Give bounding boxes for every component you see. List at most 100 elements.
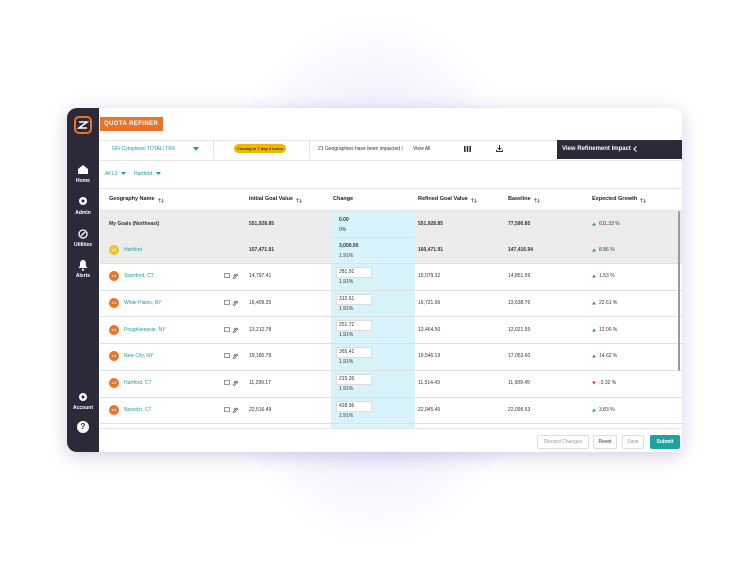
row-actions[interactable] [224, 326, 242, 333]
row-divider [100, 369, 682, 371]
footer-button[interactable]: Save [622, 435, 644, 449]
geography-name[interactable]: Norwich, CT [124, 406, 152, 413]
level-badge: L1 [109, 404, 119, 415]
nav-utilities[interactable]: Utilities [73, 242, 93, 248]
initial-goal: 11,299.17 [249, 380, 271, 387]
nav-account[interactable]: Account [73, 405, 93, 411]
geography-name[interactable]: White Plains, NY [124, 300, 162, 307]
refined-goal: 15,079.32 [418, 273, 441, 280]
trend-up [592, 328, 596, 332]
geography-name[interactable]: Poughkeepsie, NY [124, 326, 166, 333]
sort-icon[interactable] [640, 198, 646, 203]
view-impact-label: View Refinement Impact [562, 146, 631, 152]
scrollbar [678, 211, 680, 371]
geography-name[interactable]: Hartford [124, 247, 143, 253]
geography-name: My Goals (Northeast) [109, 221, 160, 227]
geography-name[interactable]: Stamford, CT [124, 273, 154, 280]
trend-down [592, 381, 596, 385]
row-divider [100, 396, 682, 398]
divider [309, 141, 310, 159]
row-divider [100, 263, 682, 264]
level-badge: L1 [109, 378, 119, 389]
row-actions[interactable] [224, 273, 242, 280]
row-bg [415, 237, 682, 263]
dropdown-caret [193, 147, 199, 151]
initial-goal: 157,471.91 [249, 247, 275, 253]
geography-name[interactable]: Hartford, CT [124, 380, 152, 387]
footer-button[interactable]: Submit [650, 435, 680, 449]
refined-goal: 22,945.45 [418, 406, 441, 413]
sort-icon[interactable] [296, 198, 302, 203]
view-impact-button[interactable] [557, 140, 682, 159]
columns-icon[interactable] [464, 146, 471, 152]
row-bg [100, 237, 331, 263]
filter-level[interactable]: All L2 [105, 171, 118, 177]
trend-up [592, 274, 596, 278]
refined-goal: 160,471.91 [418, 247, 444, 253]
column-header: Expected Growth [592, 196, 638, 202]
change-percent: 1.91% [339, 385, 354, 392]
alerts-icon [78, 260, 88, 271]
sort-icon[interactable] [471, 198, 477, 203]
chevron-left [633, 146, 637, 152]
column-header: Initial Goal Value [249, 196, 294, 202]
baseline: 22,099.53 [508, 406, 531, 413]
level-badge: L1 [109, 351, 119, 362]
trend-up [592, 248, 596, 252]
expected-growth: 12.00 % [599, 326, 618, 333]
trend-up [592, 354, 596, 358]
change-input[interactable] [336, 267, 372, 278]
change-input[interactable] [336, 347, 372, 359]
table: Geography Name Initial Goal Value Change Re… [100, 188, 682, 429]
initial-goal: 13,212.78 [249, 326, 272, 333]
baseline: 17,053.60 [508, 353, 531, 360]
expected-growth: 22.61 % [599, 300, 618, 307]
change-input[interactable] [336, 320, 372, 332]
hierarchy-dropdown[interactable]: GF/ Cytoplane/ TOTAL/ TRX [112, 146, 176, 152]
change-value: 0.00 [339, 217, 349, 223]
level-badge: L1 [109, 271, 119, 282]
initial-goal: 16,409.35 [249, 300, 272, 307]
column-header: Refined Goal Value [418, 196, 468, 202]
row-bg [100, 211, 331, 237]
change-input[interactable] [336, 373, 372, 385]
footer-button[interactable]: Discard Changes [537, 435, 589, 449]
column-header: Change [333, 196, 354, 202]
filter-region[interactable]: Hartford [134, 171, 153, 177]
row-divider [100, 289, 682, 291]
change-value: 281.91 [339, 269, 355, 275]
expected-growth: 14.62 % [599, 353, 618, 360]
nav-admin[interactable]: Admin [75, 210, 91, 216]
geography-name[interactable]: New City, NY [124, 353, 154, 360]
footer-divider [100, 428, 682, 429]
sort-icon[interactable] [158, 198, 164, 203]
nav-alerts[interactable]: Alerts [75, 273, 91, 279]
row-actions[interactable] [224, 407, 242, 413]
help-button[interactable]: ? [77, 421, 89, 433]
sort-icon[interactable] [534, 198, 540, 203]
row-actions[interactable] [224, 353, 242, 360]
download-icon[interactable] [496, 145, 503, 152]
expected-growth: 8.86 % [599, 247, 615, 253]
row-actions[interactable] [224, 300, 242, 307]
expected-growth: 3.83 % [599, 406, 615, 413]
change-input[interactable] [336, 400, 372, 412]
expected-growth: 1.53 % [599, 273, 615, 280]
change-input[interactable] [336, 293, 372, 305]
change-percent: 1.91% [339, 359, 354, 366]
dropdown-caret [156, 172, 161, 175]
change-percent: 1.91% [339, 412, 354, 419]
admin-icon [79, 197, 87, 205]
row-actions[interactable] [224, 380, 242, 387]
nav-home[interactable]: Home [76, 178, 90, 184]
change-percent: 1.91% [339, 305, 354, 312]
initial-goal: 22,516.49 [249, 406, 272, 413]
view-all-link[interactable]: View All [413, 146, 431, 152]
baseline: 11,909.45 [508, 380, 530, 387]
change-value: 251.72 [339, 322, 355, 329]
app-window: Home Admin Utilities Alerts Account ? QU… [67, 108, 682, 452]
footer-button[interactable]: Reset [593, 435, 617, 449]
toolbar [100, 140, 682, 161]
initial-goal: 14,797.41 [249, 273, 272, 280]
